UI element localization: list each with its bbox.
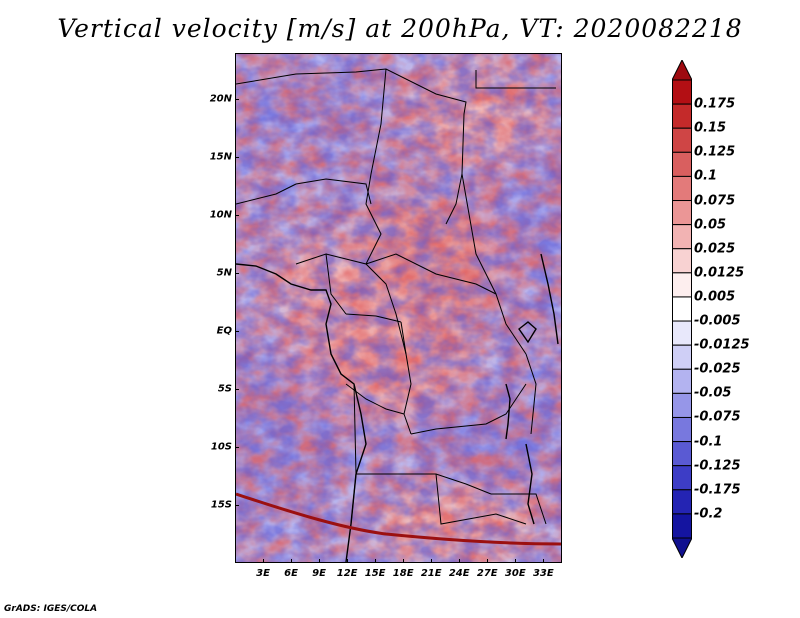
colorbar-label: 0.0125 [694, 265, 745, 281]
map-svg [236, 54, 561, 562]
lon-label: 3E [256, 568, 270, 579]
lon-label: 24E [448, 568, 470, 579]
lon-tick [375, 559, 377, 563]
colorbar-label: -0.125 [694, 458, 741, 474]
colorbar-segment [672, 175, 692, 202]
lon-tick [319, 559, 321, 563]
lat-tick [235, 389, 239, 391]
chart-title: Vertical velocity [m/s] at 200hPa, VT: 2… [57, 14, 743, 43]
colorbar-segment [672, 296, 692, 322]
colorbar-label: -0.075 [694, 409, 741, 425]
colorbar-segment [672, 79, 692, 105]
lon-tick [347, 559, 349, 563]
lon-label: 15E [364, 568, 386, 579]
colorbar-segment [672, 368, 692, 394]
lat-label: 15N [209, 151, 232, 163]
lat-tick [235, 215, 239, 217]
lon-tick [515, 559, 517, 563]
colorbar-label: -0.025 [694, 361, 741, 377]
colorbar-label: 0.005 [694, 289, 736, 305]
lon-label: 30E [504, 568, 526, 579]
lon-tick [403, 559, 405, 563]
colorbar-label: 0.075 [694, 193, 736, 209]
lat-label: 5N [216, 267, 232, 279]
lat-tick [235, 447, 239, 449]
trajectory-line [236, 492, 561, 546]
lon-tick [487, 559, 489, 563]
lat-label: 15S [210, 499, 232, 511]
colorbar-label: 0.1 [694, 168, 718, 184]
lon-label: 21E [420, 568, 442, 579]
colorbar-segment [672, 441, 692, 467]
lat-tick [235, 505, 239, 507]
coastline [236, 253, 559, 562]
field-texture-blue [236, 54, 561, 562]
colorbar-segment [672, 103, 692, 129]
colorbar-label: -0.0125 [694, 337, 750, 353]
lakes [505, 321, 537, 525]
colorbar-segment [672, 127, 692, 153]
country-borders [236, 68, 556, 525]
colorbar-label: -0.005 [694, 313, 741, 329]
colorbar-label: -0.1 [694, 434, 723, 450]
lon-label: 6E [284, 568, 298, 579]
colorbar-segment [672, 344, 692, 370]
colorbar-segment [672, 151, 692, 177]
lat-label: 20N [209, 93, 232, 105]
colorbar-label: 0.025 [694, 241, 736, 257]
colorbar-segment [672, 416, 692, 443]
map-panel [235, 53, 562, 563]
grads-credit: GrADS: IGES/COLA [4, 604, 98, 614]
lon-label: 12E [336, 568, 358, 579]
colorbar-segment [672, 272, 692, 298]
colorbar-label: 0.175 [694, 96, 736, 112]
colorbar-label: -0.05 [694, 385, 732, 401]
lat-tick [235, 157, 239, 159]
lon-label: 33E [532, 568, 554, 579]
colorbar-label: -0.175 [694, 482, 741, 498]
colorbar [672, 60, 692, 558]
colorbar-segment [672, 489, 692, 515]
colorbar-bottom-arrow [672, 537, 692, 558]
lon-tick [459, 559, 461, 563]
lat-tick [235, 331, 239, 333]
lat-label: EQ [216, 325, 232, 337]
lon-tick [291, 559, 293, 563]
colorbar-segment [672, 465, 692, 491]
colorbar-label: 0.15 [694, 120, 727, 136]
lat-label: 10N [209, 209, 232, 221]
lon-tick [431, 559, 433, 563]
lat-tick [235, 99, 239, 101]
colorbar-segment [672, 224, 692, 250]
colorbar-segment [672, 248, 692, 274]
colorbar-segment [672, 200, 692, 226]
colorbar-label: -0.2 [694, 506, 723, 522]
lon-tick [263, 559, 265, 563]
lat-label: 5S [217, 383, 232, 395]
colorbar-segment [672, 320, 692, 346]
colorbar-top-arrow [672, 60, 692, 81]
lon-label: 27E [476, 568, 498, 579]
colorbar-label: 0.125 [694, 144, 736, 160]
lon-tick [543, 559, 545, 563]
lon-label: 9E [312, 568, 326, 579]
colorbar-segment [672, 513, 692, 539]
lon-label: 18E [392, 568, 414, 579]
colorbar-label: 0.05 [694, 217, 727, 233]
colorbar-segment [672, 392, 692, 418]
lat-tick [235, 273, 239, 275]
lat-label: 10S [210, 441, 232, 453]
